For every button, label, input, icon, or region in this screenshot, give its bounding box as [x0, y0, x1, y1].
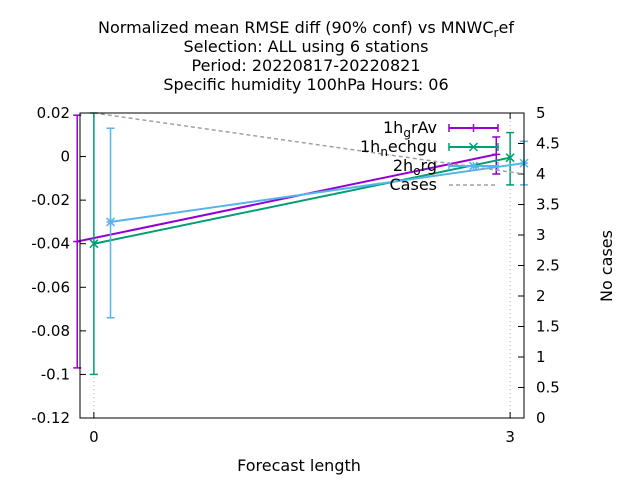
y-tick-label: -0.08	[31, 322, 70, 340]
plot-frame	[79, 112, 525, 419]
y2-tick-label: 1	[536, 348, 546, 366]
legend-item-2: 2horg	[393, 156, 499, 178]
y-tick-label: -0.12	[31, 409, 70, 427]
data-point	[505, 153, 515, 163]
chart-title: Normalized mean RMSE diff (90% conf) vs …	[98, 18, 514, 94]
series-line	[110, 162, 525, 223]
series-1	[89, 112, 515, 376]
y2-tick-label: 3	[536, 226, 546, 244]
legend-label: Cases	[390, 175, 438, 194]
legend-label: 1hgrAv	[383, 118, 437, 140]
series-layer	[73, 112, 529, 376]
y-tick-label: -0.02	[31, 191, 70, 209]
y2-axis-ticks: 5 4.5 4 3.5 3 2.5 2 1.5 1 0.5 0	[518, 104, 560, 427]
y2-tick-label: 4.5	[536, 135, 560, 153]
y-axis-ticks: 0.02 0 -0.02 -0.04 -0.06 -0.08 -0.1 -0.12	[31, 104, 86, 427]
y2-tick-label: 3.5	[536, 196, 560, 214]
legend-item-1: 1hnechgu	[360, 137, 499, 159]
data-point	[105, 217, 116, 227]
y2-tick-label: 4	[536, 165, 546, 183]
data-point	[492, 150, 501, 159]
y2-tick-label: 0.5	[536, 379, 560, 397]
y-tick-label: -0.06	[31, 278, 70, 296]
legend-label: 1hnechgu	[360, 137, 437, 159]
title-line-4: Specific humidity 100hPa Hours: 06	[163, 75, 448, 94]
y2-axis-label: No cases	[597, 230, 616, 302]
y2-tick-label: 5	[536, 104, 546, 122]
error-bar	[506, 131, 515, 186]
legend-marker	[468, 142, 479, 152]
y-tick-label: -0.04	[31, 235, 70, 253]
series-line	[77, 153, 497, 243]
x-tick-label: 3	[505, 428, 515, 446]
legend-marker	[469, 124, 478, 132]
legend-label: 2horg	[393, 156, 437, 178]
grid	[93, 113, 511, 418]
y2-tick-label: 2.5	[536, 257, 560, 275]
y-tick-label: -0.1	[41, 365, 70, 383]
data-point	[89, 239, 99, 249]
y2-tick-label: 0	[536, 409, 546, 427]
series-line	[93, 156, 511, 245]
x-tick-label: 0	[89, 428, 99, 446]
series-line	[93, 112, 525, 175]
y-tick-label: 0	[60, 148, 70, 166]
title-line-2: Selection: ALL using 6 stations	[183, 37, 428, 56]
legend-item-3: Cases	[390, 175, 498, 194]
x-axis-label: Forecast length	[237, 456, 361, 475]
y-tick-label: 0.02	[37, 104, 70, 122]
title-line-3: Period: 20220817-20220821	[191, 56, 420, 75]
title-line-1: Normalized mean RMSE diff (90% conf) vs …	[98, 18, 514, 40]
y2-tick-label: 1.5	[536, 318, 560, 336]
y2-tick-label: 2	[536, 287, 546, 305]
legend-item-0: 1hgrAv	[383, 118, 499, 140]
legend-marker	[468, 161, 479, 171]
series-3	[93, 112, 525, 175]
